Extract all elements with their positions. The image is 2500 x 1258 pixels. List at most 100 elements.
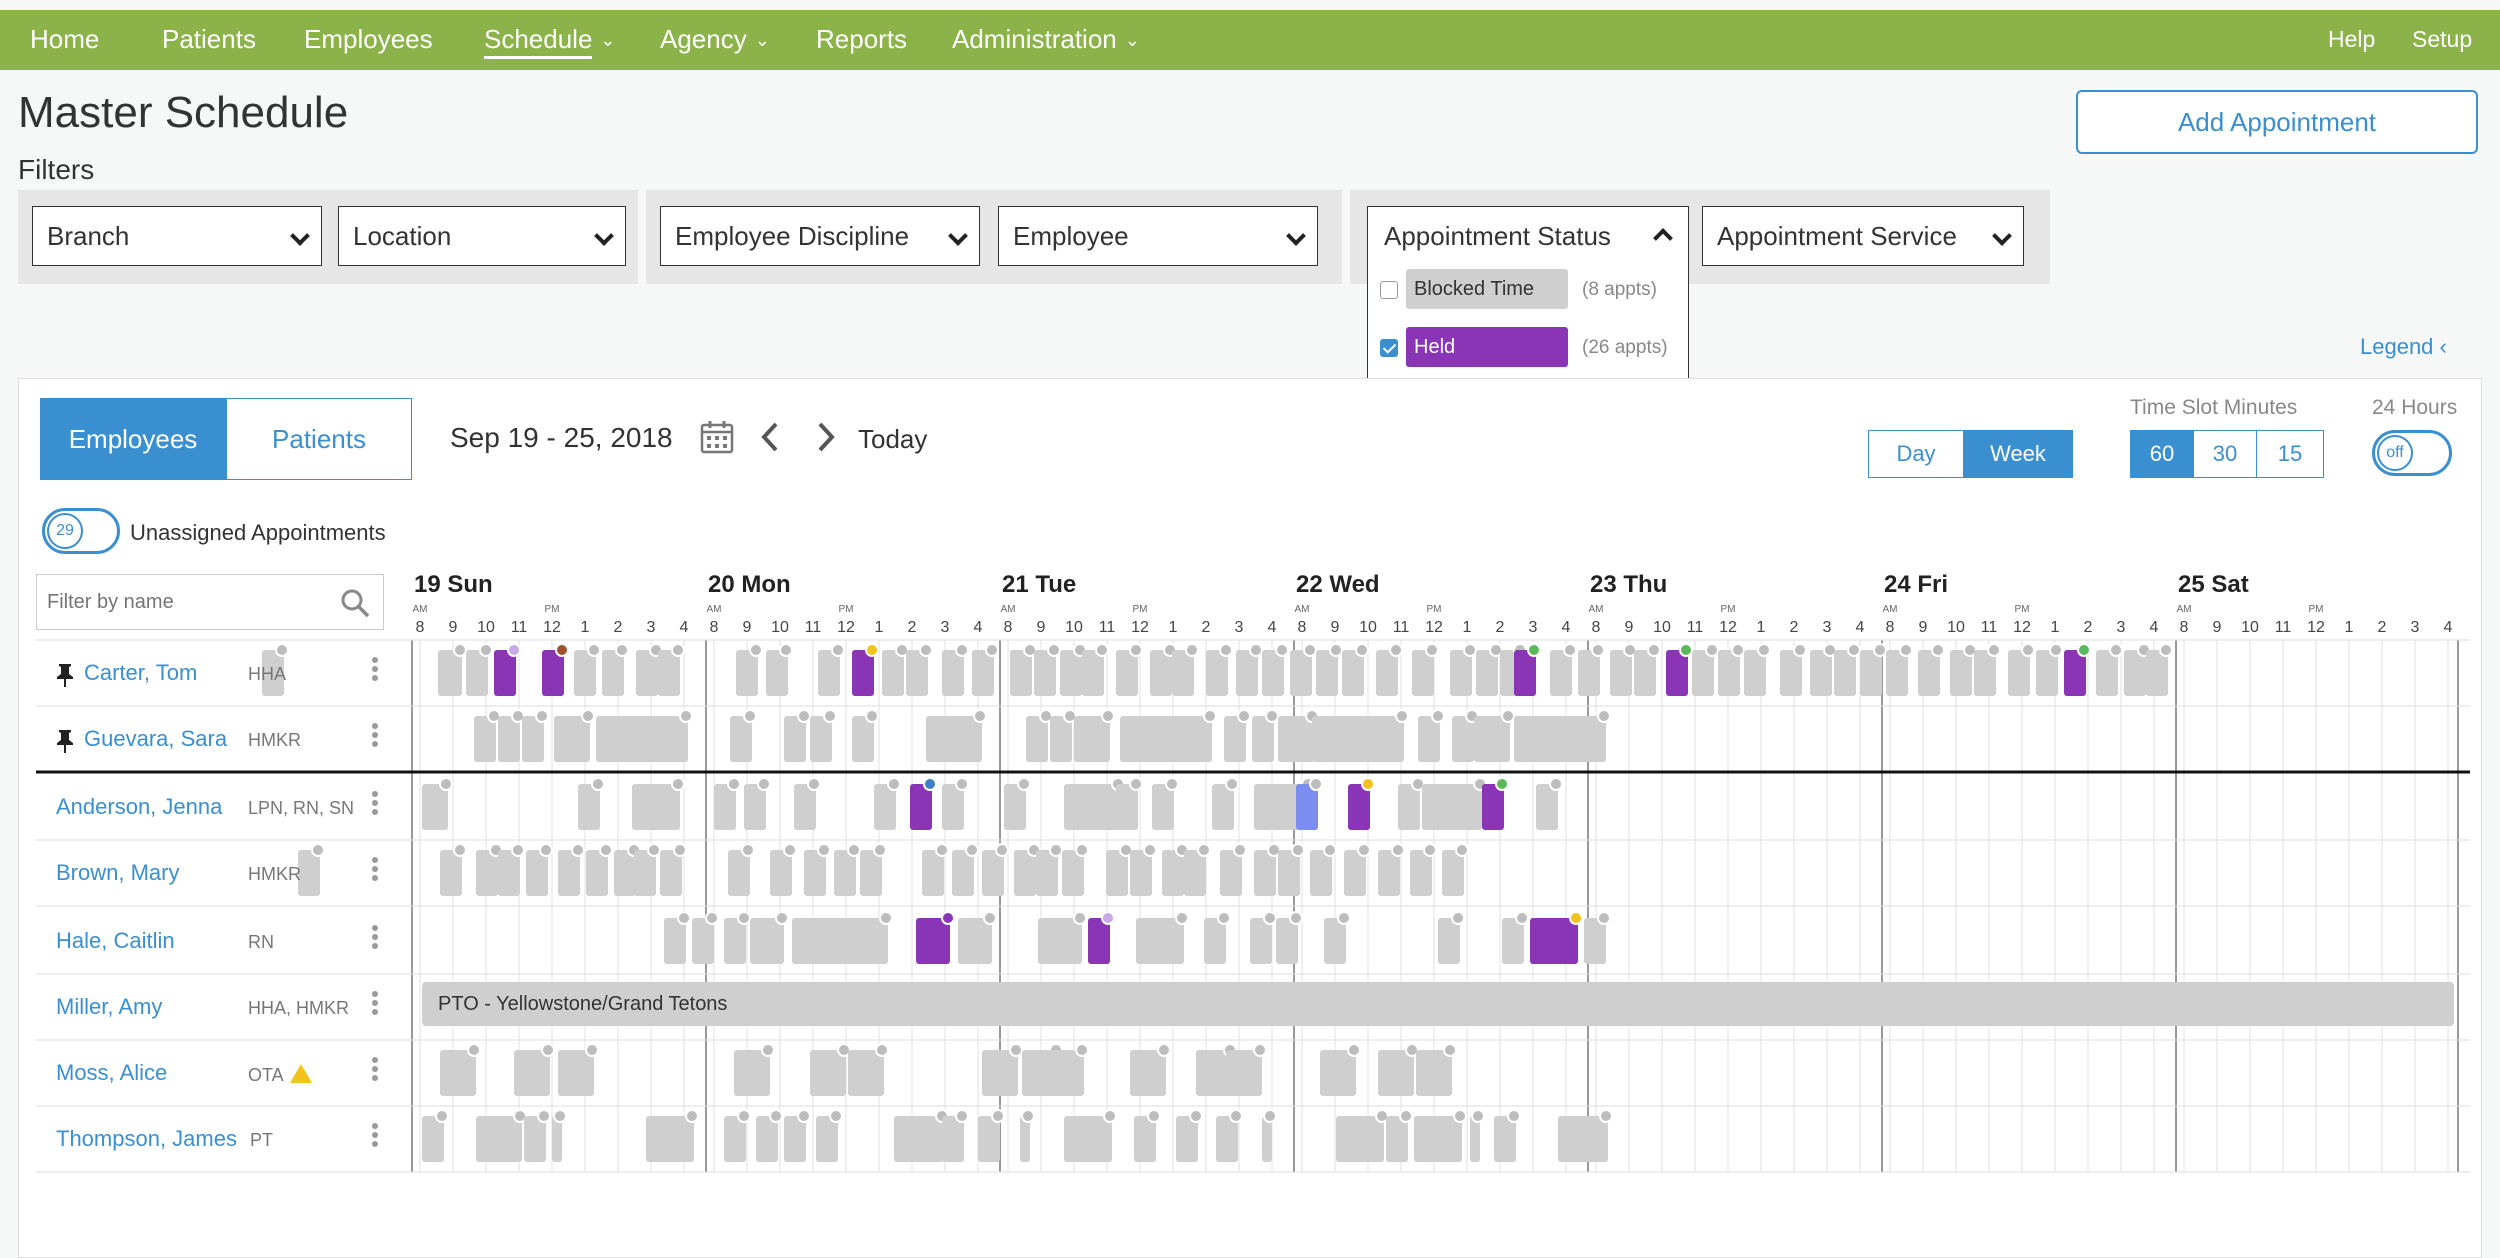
- appointment-block[interactable]: [1974, 650, 1996, 696]
- appointment-block[interactable]: [784, 716, 806, 762]
- appointment-block[interactable]: [852, 716, 874, 762]
- appointment-block[interactable]: [636, 650, 658, 696]
- time-slot-60[interactable]: 60: [2130, 430, 2194, 478]
- appointment-block[interactable]: [632, 784, 680, 830]
- appointment-block[interactable]: [1036, 850, 1058, 896]
- appointment-block[interactable]: [792, 918, 888, 964]
- appointment-block[interactable]: [514, 1050, 550, 1096]
- chevron-right-icon[interactable]: [812, 420, 840, 454]
- nav-item-employees[interactable]: Employees: [304, 24, 433, 55]
- appointment-block[interactable]: [1172, 650, 1194, 696]
- appointment-block[interactable]: [770, 850, 792, 896]
- appointment-block[interactable]: [1116, 650, 1138, 696]
- branch-select[interactable]: Branch: [32, 206, 322, 266]
- appointment-block[interactable]: [2124, 650, 2146, 696]
- appointment-block[interactable]: [834, 850, 856, 896]
- appointment-block[interactable]: [1476, 650, 1498, 696]
- held-appointment[interactable]: [1348, 784, 1370, 830]
- today-button[interactable]: Today: [858, 424, 928, 454]
- appointment-block[interactable]: [660, 850, 682, 896]
- appointment-block[interactable]: [526, 850, 548, 896]
- employee-name[interactable]: Guevara, Sara: [84, 726, 228, 751]
- appointment-block[interactable]: [602, 650, 624, 696]
- nav-item-home[interactable]: Home: [30, 24, 99, 55]
- appointment-block[interactable]: [1010, 650, 1032, 696]
- appointment-block[interactable]: [1376, 650, 1398, 696]
- appointment-block[interactable]: [522, 716, 544, 762]
- appointment-block[interactable]: [1254, 850, 1276, 896]
- row-menu-icon[interactable]: [372, 1120, 382, 1150]
- appointment-block[interactable]: [810, 1050, 846, 1096]
- appointment-block[interactable]: [658, 650, 680, 696]
- appointment-block[interactable]: [1026, 716, 1048, 762]
- appointment-block[interactable]: [422, 1116, 444, 1162]
- appointment-block[interactable]: [1584, 918, 1606, 964]
- appointment-block[interactable]: [1064, 784, 1120, 830]
- status-option[interactable]: Held (26 appts): [1380, 327, 1680, 367]
- held-appointment[interactable]: [542, 650, 564, 696]
- appointment-block[interactable]: [1130, 1050, 1166, 1096]
- appointment-block[interactable]: [498, 716, 520, 762]
- appointment-block[interactable]: [1578, 650, 1600, 696]
- appointment-block[interactable]: [1220, 850, 1242, 896]
- appointment-block[interactable]: [1422, 784, 1482, 830]
- nav-item-schedule[interactable]: Schedule ⌄: [484, 24, 616, 59]
- appointment-block[interactable]: [756, 1116, 778, 1162]
- appointment-block[interactable]: [942, 650, 964, 696]
- appointment-block[interactable]: [1536, 784, 1558, 830]
- appointment-block[interactable]: [1410, 850, 1432, 896]
- appointment-block[interactable]: [1262, 650, 1284, 696]
- appointment-block[interactable]: [1780, 650, 1802, 696]
- nav-item-patients[interactable]: Patients: [162, 24, 256, 55]
- appointment-block[interactable]: [614, 850, 636, 896]
- appointment-block[interactable]: [1450, 650, 1472, 696]
- appointment-block[interactable]: [942, 1116, 964, 1162]
- appointment-block[interactable]: [978, 1116, 1000, 1162]
- status-checkbox[interactable]: [1380, 339, 1398, 357]
- appointment-block[interactable]: [1336, 1116, 1384, 1162]
- held-appointment[interactable]: [2064, 650, 2086, 696]
- appointment-block[interactable]: [1278, 716, 1314, 762]
- appointment-block[interactable]: [736, 650, 758, 696]
- appointment-block[interactable]: [1290, 650, 1312, 696]
- appointment-block[interactable]: [1050, 716, 1072, 762]
- held-appointment[interactable]: [916, 918, 950, 964]
- appointment-block[interactable]: [952, 850, 974, 896]
- held-appointment[interactable]: [852, 650, 874, 696]
- appointment-block[interactable]: [524, 1116, 546, 1162]
- tab-employees[interactable]: Employees: [40, 398, 226, 480]
- appointment-block[interactable]: [818, 650, 840, 696]
- appointment-block[interactable]: [744, 784, 766, 830]
- nav-help[interactable]: Help: [2328, 26, 2376, 52]
- appointment-block[interactable]: [728, 850, 750, 896]
- appointment-block[interactable]: [1514, 716, 1606, 762]
- appointment-block[interactable]: [1316, 650, 1338, 696]
- appointment-block[interactable]: [1206, 650, 1228, 696]
- held-appointment[interactable]: [494, 650, 516, 696]
- appointment-block[interactable]: [1324, 918, 1346, 964]
- appointment-block[interactable]: [646, 1116, 694, 1162]
- appointment-block[interactable]: [1212, 784, 1234, 830]
- employee-select[interactable]: Employee: [998, 206, 1318, 266]
- appointment-block[interactable]: [1184, 850, 1206, 896]
- unassigned-appointment[interactable]: [1296, 784, 1318, 830]
- appointment-block[interactable]: [972, 650, 994, 696]
- appointment-block[interactable]: [784, 1116, 806, 1162]
- appointment-block[interactable]: [1014, 850, 1036, 896]
- location-select[interactable]: Location: [338, 206, 626, 266]
- appointment-block[interactable]: [734, 1050, 770, 1096]
- appointment-block[interactable]: [1004, 784, 1026, 830]
- appointment-block[interactable]: [1136, 918, 1184, 964]
- appointment-block[interactable]: [1442, 850, 1464, 896]
- appointment-block[interactable]: [558, 1050, 594, 1096]
- appointment-block[interactable]: [438, 650, 462, 696]
- appointment-block[interactable]: [1386, 1116, 1408, 1162]
- week-button[interactable]: Week: [1963, 430, 2073, 478]
- 24-hours-toggle[interactable]: off: [2372, 430, 2452, 476]
- appointment-block[interactable]: [766, 650, 788, 696]
- appointment-block[interactable]: [1048, 1050, 1084, 1096]
- appointment-block[interactable]: [894, 1116, 944, 1162]
- appointment-block[interactable]: [724, 918, 746, 964]
- appointment-block[interactable]: [816, 1116, 838, 1162]
- appointment-block[interactable]: [1610, 650, 1632, 696]
